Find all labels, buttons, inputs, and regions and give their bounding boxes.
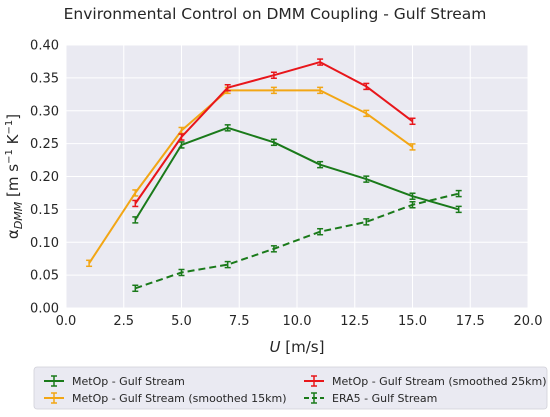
legend-item: MetOp - Gulf Stream [44,375,185,388]
data-point [317,86,324,95]
data-point [363,175,370,183]
data-point [132,189,139,197]
data-point [455,205,462,214]
y-tick-label: 0.30 [30,104,59,119]
data-point [178,141,185,149]
x-tick-label: 0.0 [56,314,77,329]
data-point [270,71,277,79]
x-tick-label: 20.0 [514,314,543,329]
legend: MetOp - Gulf Stream MetOp - Gulf Stream (… [33,366,548,410]
series-layer [86,58,462,293]
data-point [86,259,93,268]
data-point [224,260,231,269]
legend-label: ERA5 - Gulf Stream [332,392,437,405]
data-point [270,138,277,147]
data-point [363,82,370,91]
data-point [178,133,185,141]
series-1 [132,124,462,224]
chart-title: Environmental Control on DMM Coupling - … [64,5,487,23]
data-point [409,192,416,200]
x-axis-label: U [m/s] [270,338,325,356]
data-point [224,124,231,132]
y-axis-label: αDMM [m s−1 K−1] [4,114,25,239]
legend-item: MetOp - Gulf Stream (smoothed 15km) [44,392,287,405]
data-point [409,117,416,126]
series-3 [132,58,416,208]
x-tick-label: 2.5 [113,314,134,329]
y-tick-label: 0.40 [30,39,59,54]
y-tick-label: 0.25 [30,137,59,152]
y-tick-label: 0.20 [30,170,59,185]
x-tick-label: 12.5 [340,314,369,329]
data-point [317,227,324,236]
data-point [132,216,139,224]
x-tick-label: 10.0 [283,314,312,329]
data-point [409,143,416,151]
data-point [317,58,324,66]
data-point [270,245,277,253]
data-point [409,201,416,209]
x-tick-label: 5.0 [171,314,192,329]
legend-label: MetOp - Gulf Stream (smoothed 15km) [72,392,287,405]
tick-labels: 0.0 2.5 5.0 7.5 10.0 12.5 15.0 17.5 20.0 0.00 0.05… [30,39,542,330]
series-line [134,126,459,221]
y-tick-label: 0.35 [30,71,59,86]
legend-item: ERA5 - Gulf Stream [304,392,437,405]
grid [65,44,529,309]
y-tick-label: 0.00 [30,302,59,317]
data-point [363,109,370,118]
data-point [178,268,185,277]
data-point [132,284,139,293]
x-tick-label: 7.5 [229,314,250,329]
data-point [132,199,139,208]
data-point [455,189,462,198]
legend-label: MetOp - Gulf Stream (smoothed 25km) [332,375,547,388]
series-4 [132,189,462,293]
data-point [224,83,231,92]
legend-label: MetOp - Gulf Stream [72,375,185,388]
data-point [317,160,324,169]
series-line [88,89,414,264]
series-line [134,192,459,290]
legend-box [33,366,548,410]
data-point [270,86,277,95]
x-tick-label: 15.0 [398,314,427,329]
y-tick-label: 0.10 [30,236,59,251]
data-point [363,218,370,226]
y-tick-label: 0.05 [30,269,59,284]
x-tick-label: 17.5 [456,314,485,329]
legend-item: MetOp - Gulf Stream (smoothed 25km) [304,375,547,388]
y-tick-label: 0.15 [30,203,59,218]
